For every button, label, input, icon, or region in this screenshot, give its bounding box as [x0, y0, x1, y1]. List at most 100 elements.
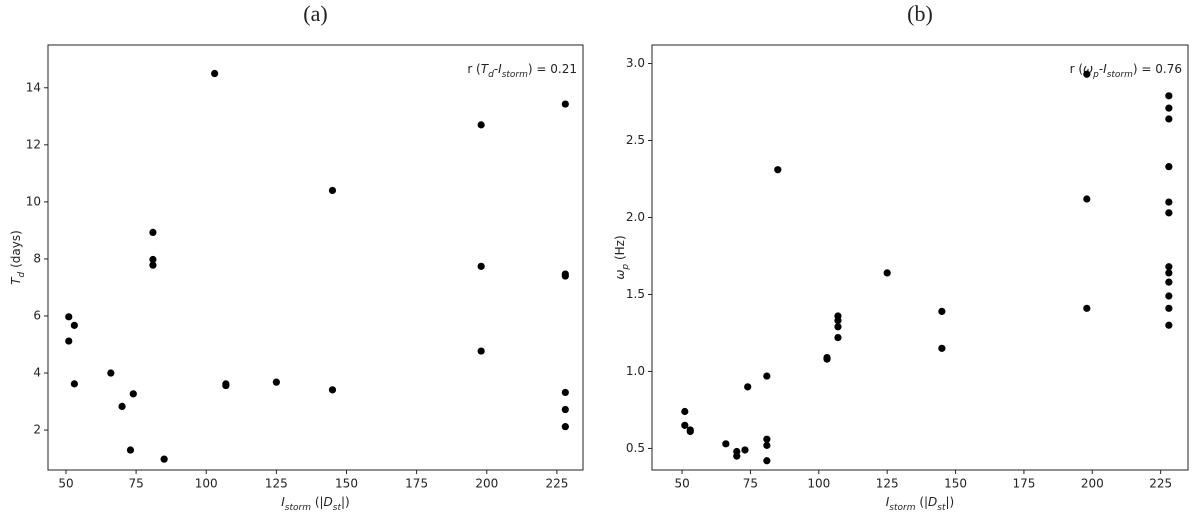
- x-tick-label: 200: [475, 477, 498, 491]
- point: [774, 166, 782, 174]
- x-tick-label: 175: [405, 477, 428, 491]
- point: [328, 186, 337, 195]
- y-tick-label: 3.0: [626, 56, 645, 70]
- y-tick-label: 0.5: [626, 441, 645, 455]
- point: [1165, 104, 1173, 112]
- annotation-part: d: [488, 70, 494, 80]
- annotation-part: ω: [1083, 62, 1093, 76]
- point: [1165, 263, 1173, 271]
- point: [107, 369, 115, 377]
- x-tick-label: 150: [944, 477, 967, 491]
- point: [561, 405, 569, 414]
- x-axis-label-part: |): [341, 495, 350, 509]
- point: [118, 402, 126, 410]
- point: [211, 69, 219, 78]
- y-tick-label: 12: [26, 137, 41, 151]
- point: [1165, 198, 1173, 206]
- y-tick-label: 4: [33, 366, 41, 380]
- point: [1165, 304, 1173, 312]
- point: [938, 344, 946, 352]
- point: [328, 386, 337, 394]
- point: [1165, 292, 1173, 300]
- point: [834, 323, 842, 331]
- annotation-part: ) = 0.76: [1133, 62, 1182, 76]
- y-tick-label: 1.5: [626, 287, 645, 301]
- point: [477, 347, 485, 355]
- y-tick-label: 1.0: [626, 364, 645, 378]
- plot-frame: [47, 44, 584, 471]
- x-axis-label-part: (|: [916, 495, 929, 509]
- point: [1165, 321, 1173, 329]
- y-tick-label: 8: [33, 251, 41, 265]
- annotation-part: ) = 0.21: [528, 62, 577, 76]
- point: [126, 446, 135, 454]
- point: [129, 390, 137, 398]
- x-tick-label: 150: [335, 477, 358, 491]
- point: [222, 381, 230, 390]
- point: [149, 261, 157, 269]
- point: [733, 452, 741, 460]
- point: [938, 307, 946, 315]
- x-tick-label: 125: [876, 477, 899, 491]
- y-axis-label-part: d: [17, 271, 27, 277]
- annotation-part: p: [1092, 70, 1099, 80]
- annotation-part: -: [494, 62, 498, 76]
- point: [686, 427, 694, 436]
- point: [70, 380, 78, 388]
- x-axis-label-part: D: [324, 495, 333, 509]
- point: [65, 313, 73, 321]
- x-tick-label: 125: [265, 477, 288, 491]
- x-axis-label-part: st: [937, 503, 946, 513]
- point: [272, 378, 280, 386]
- x-tick-label: 75: [743, 477, 758, 491]
- chart-title: (b): [907, 1, 933, 26]
- x-axis-label-part: (|: [311, 495, 324, 509]
- x-axis-label-part: st: [333, 503, 342, 513]
- point: [1165, 278, 1173, 286]
- point: [763, 372, 771, 380]
- x-tick-label: 100: [807, 477, 830, 491]
- point: [561, 388, 569, 397]
- y-axis-label-part: (days): [9, 230, 23, 272]
- chart-title: (a): [303, 1, 327, 26]
- point: [763, 435, 771, 443]
- y-tick-label: 14: [26, 80, 41, 94]
- point: [1165, 269, 1173, 277]
- annotation-part: storm: [1107, 70, 1133, 80]
- annotation-part: -: [1099, 62, 1103, 76]
- point: [883, 269, 891, 277]
- x-axis-label: Istorm (|Dst|): [886, 495, 955, 513]
- x-tick-label: 175: [1012, 477, 1035, 491]
- point: [1083, 70, 1091, 78]
- point: [1165, 163, 1173, 171]
- point: [834, 317, 842, 325]
- x-axis-label-part: |): [946, 495, 955, 509]
- point: [477, 121, 485, 129]
- point: [160, 455, 168, 463]
- point: [763, 457, 771, 465]
- x-tick-label: 50: [58, 477, 73, 491]
- point: [149, 228, 157, 236]
- point: [1165, 209, 1173, 217]
- point: [561, 423, 569, 431]
- y-axis-label-part: T: [9, 276, 23, 285]
- x-axis-label-part: D: [928, 495, 937, 509]
- y-axis-label-part: p: [621, 264, 631, 271]
- x-tick-label: 100: [195, 477, 218, 491]
- y-tick-label: 2: [33, 423, 41, 437]
- x-tick-label: 225: [1149, 477, 1172, 491]
- y-tick-label: 6: [33, 308, 41, 322]
- point: [741, 446, 749, 454]
- x-axis-label-part: I: [281, 495, 285, 509]
- x-tick-label: 75: [128, 477, 143, 491]
- y-tick-label: 2.0: [626, 210, 645, 224]
- point: [561, 100, 569, 108]
- y-tick-label: 10: [26, 194, 41, 208]
- point: [722, 440, 730, 448]
- point: [834, 333, 842, 342]
- annotation-part: r (: [1070, 62, 1083, 76]
- y-tick-label: 2.5: [626, 133, 645, 147]
- x-axis-label-part: I: [886, 495, 890, 509]
- x-axis-label: Istorm (|Dst|): [281, 495, 350, 513]
- annotation-part: storm: [502, 70, 528, 80]
